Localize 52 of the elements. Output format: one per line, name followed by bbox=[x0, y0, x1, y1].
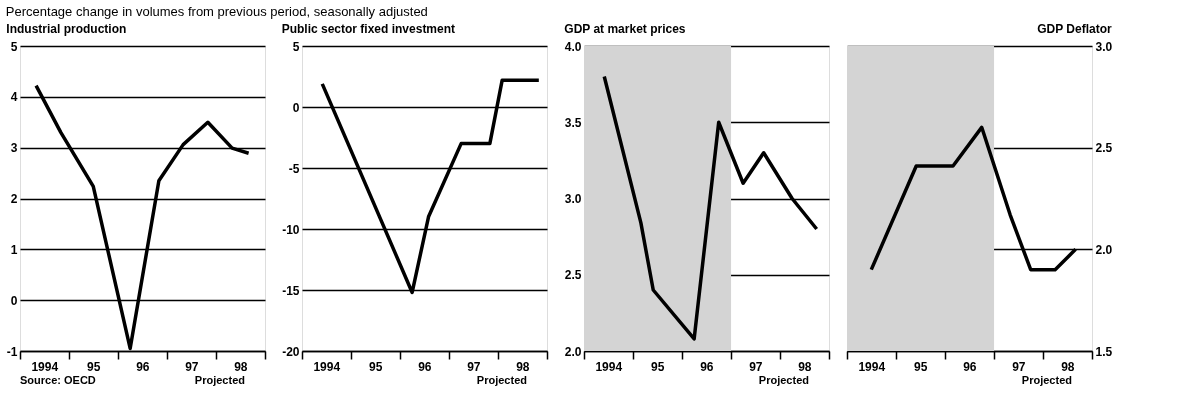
x-tick-label: 95 bbox=[651, 359, 665, 374]
x-tick-label: 98 bbox=[798, 359, 812, 374]
x-tick-label: 96 bbox=[418, 359, 432, 374]
y-tick-label: 2 bbox=[10, 192, 18, 206]
y-tick-label: -1 bbox=[6, 344, 18, 359]
x-tick-label: 97 bbox=[467, 359, 481, 374]
y-tick-label: -15 bbox=[282, 283, 300, 298]
y-tick-label: 5 bbox=[10, 39, 18, 54]
y-tick-label: 3 bbox=[10, 141, 18, 156]
chart-title: Public sector fixed investment bbox=[281, 22, 456, 36]
y2-tick-label: 1.5 bbox=[1095, 344, 1113, 359]
y-tick-label: 0 bbox=[10, 293, 18, 308]
y-tick-label: 3.5 bbox=[564, 115, 582, 130]
x-tick-label: 1994 bbox=[313, 359, 341, 374]
chart-subtitle: Industrial production bbox=[6, 22, 127, 36]
x-tick-label: 1994 bbox=[858, 359, 886, 374]
x-tick-label: 96 bbox=[136, 359, 150, 374]
y-tick-label: -10 bbox=[282, 222, 300, 237]
text: Projected bbox=[758, 374, 809, 386]
y2-tick-label: 3.0 bbox=[1095, 39, 1113, 54]
y-tick-label: 3.0 bbox=[564, 192, 582, 206]
x-tick-label: 1994 bbox=[595, 359, 623, 374]
x-tick-label: 98 bbox=[516, 359, 530, 374]
x-tick-label: 95 bbox=[87, 359, 101, 374]
x-tick-label: 97 bbox=[749, 359, 763, 374]
chart-title: Percentage change in volumes from previous period, seasonally adjusted bbox=[5, 3, 428, 19]
y-tick-label: 2.5 bbox=[564, 268, 582, 283]
y-tick-label: 4 bbox=[10, 90, 18, 105]
y-tick-label: 2.0 bbox=[564, 344, 582, 359]
y-tick-label: 4.0 bbox=[564, 39, 582, 54]
x-tick-label: 95 bbox=[914, 359, 928, 374]
chart-title: GDP Deflator bbox=[1037, 22, 1112, 36]
x-tick-label: 97 bbox=[1012, 359, 1026, 374]
x-tick-label: 97 bbox=[185, 359, 199, 374]
text: Projected bbox=[194, 374, 245, 386]
x-tick-label: 98 bbox=[234, 359, 248, 374]
x-tick-label: 96 bbox=[963, 359, 977, 374]
y-tick-label: 5 bbox=[292, 39, 300, 54]
y2-tick-label: 2.0 bbox=[1095, 242, 1113, 257]
x-tick-label: 98 bbox=[1061, 359, 1075, 374]
text: Projected bbox=[476, 374, 527, 386]
y-tick-label: -5 bbox=[288, 161, 300, 176]
y-tick-label: 0 bbox=[292, 100, 300, 115]
x-tick-label: 1994 bbox=[31, 359, 59, 374]
text: Projected bbox=[1021, 374, 1072, 386]
source-note: Source: OECD bbox=[20, 374, 96, 386]
y-tick-label: -20 bbox=[282, 344, 300, 359]
y-tick-label: 1 bbox=[10, 242, 18, 257]
chart-title: GDP at market prices bbox=[564, 22, 686, 36]
y2-tick-label: 2.5 bbox=[1095, 141, 1113, 156]
x-tick-label: 95 bbox=[369, 359, 383, 374]
x-tick-label: 96 bbox=[700, 359, 714, 374]
